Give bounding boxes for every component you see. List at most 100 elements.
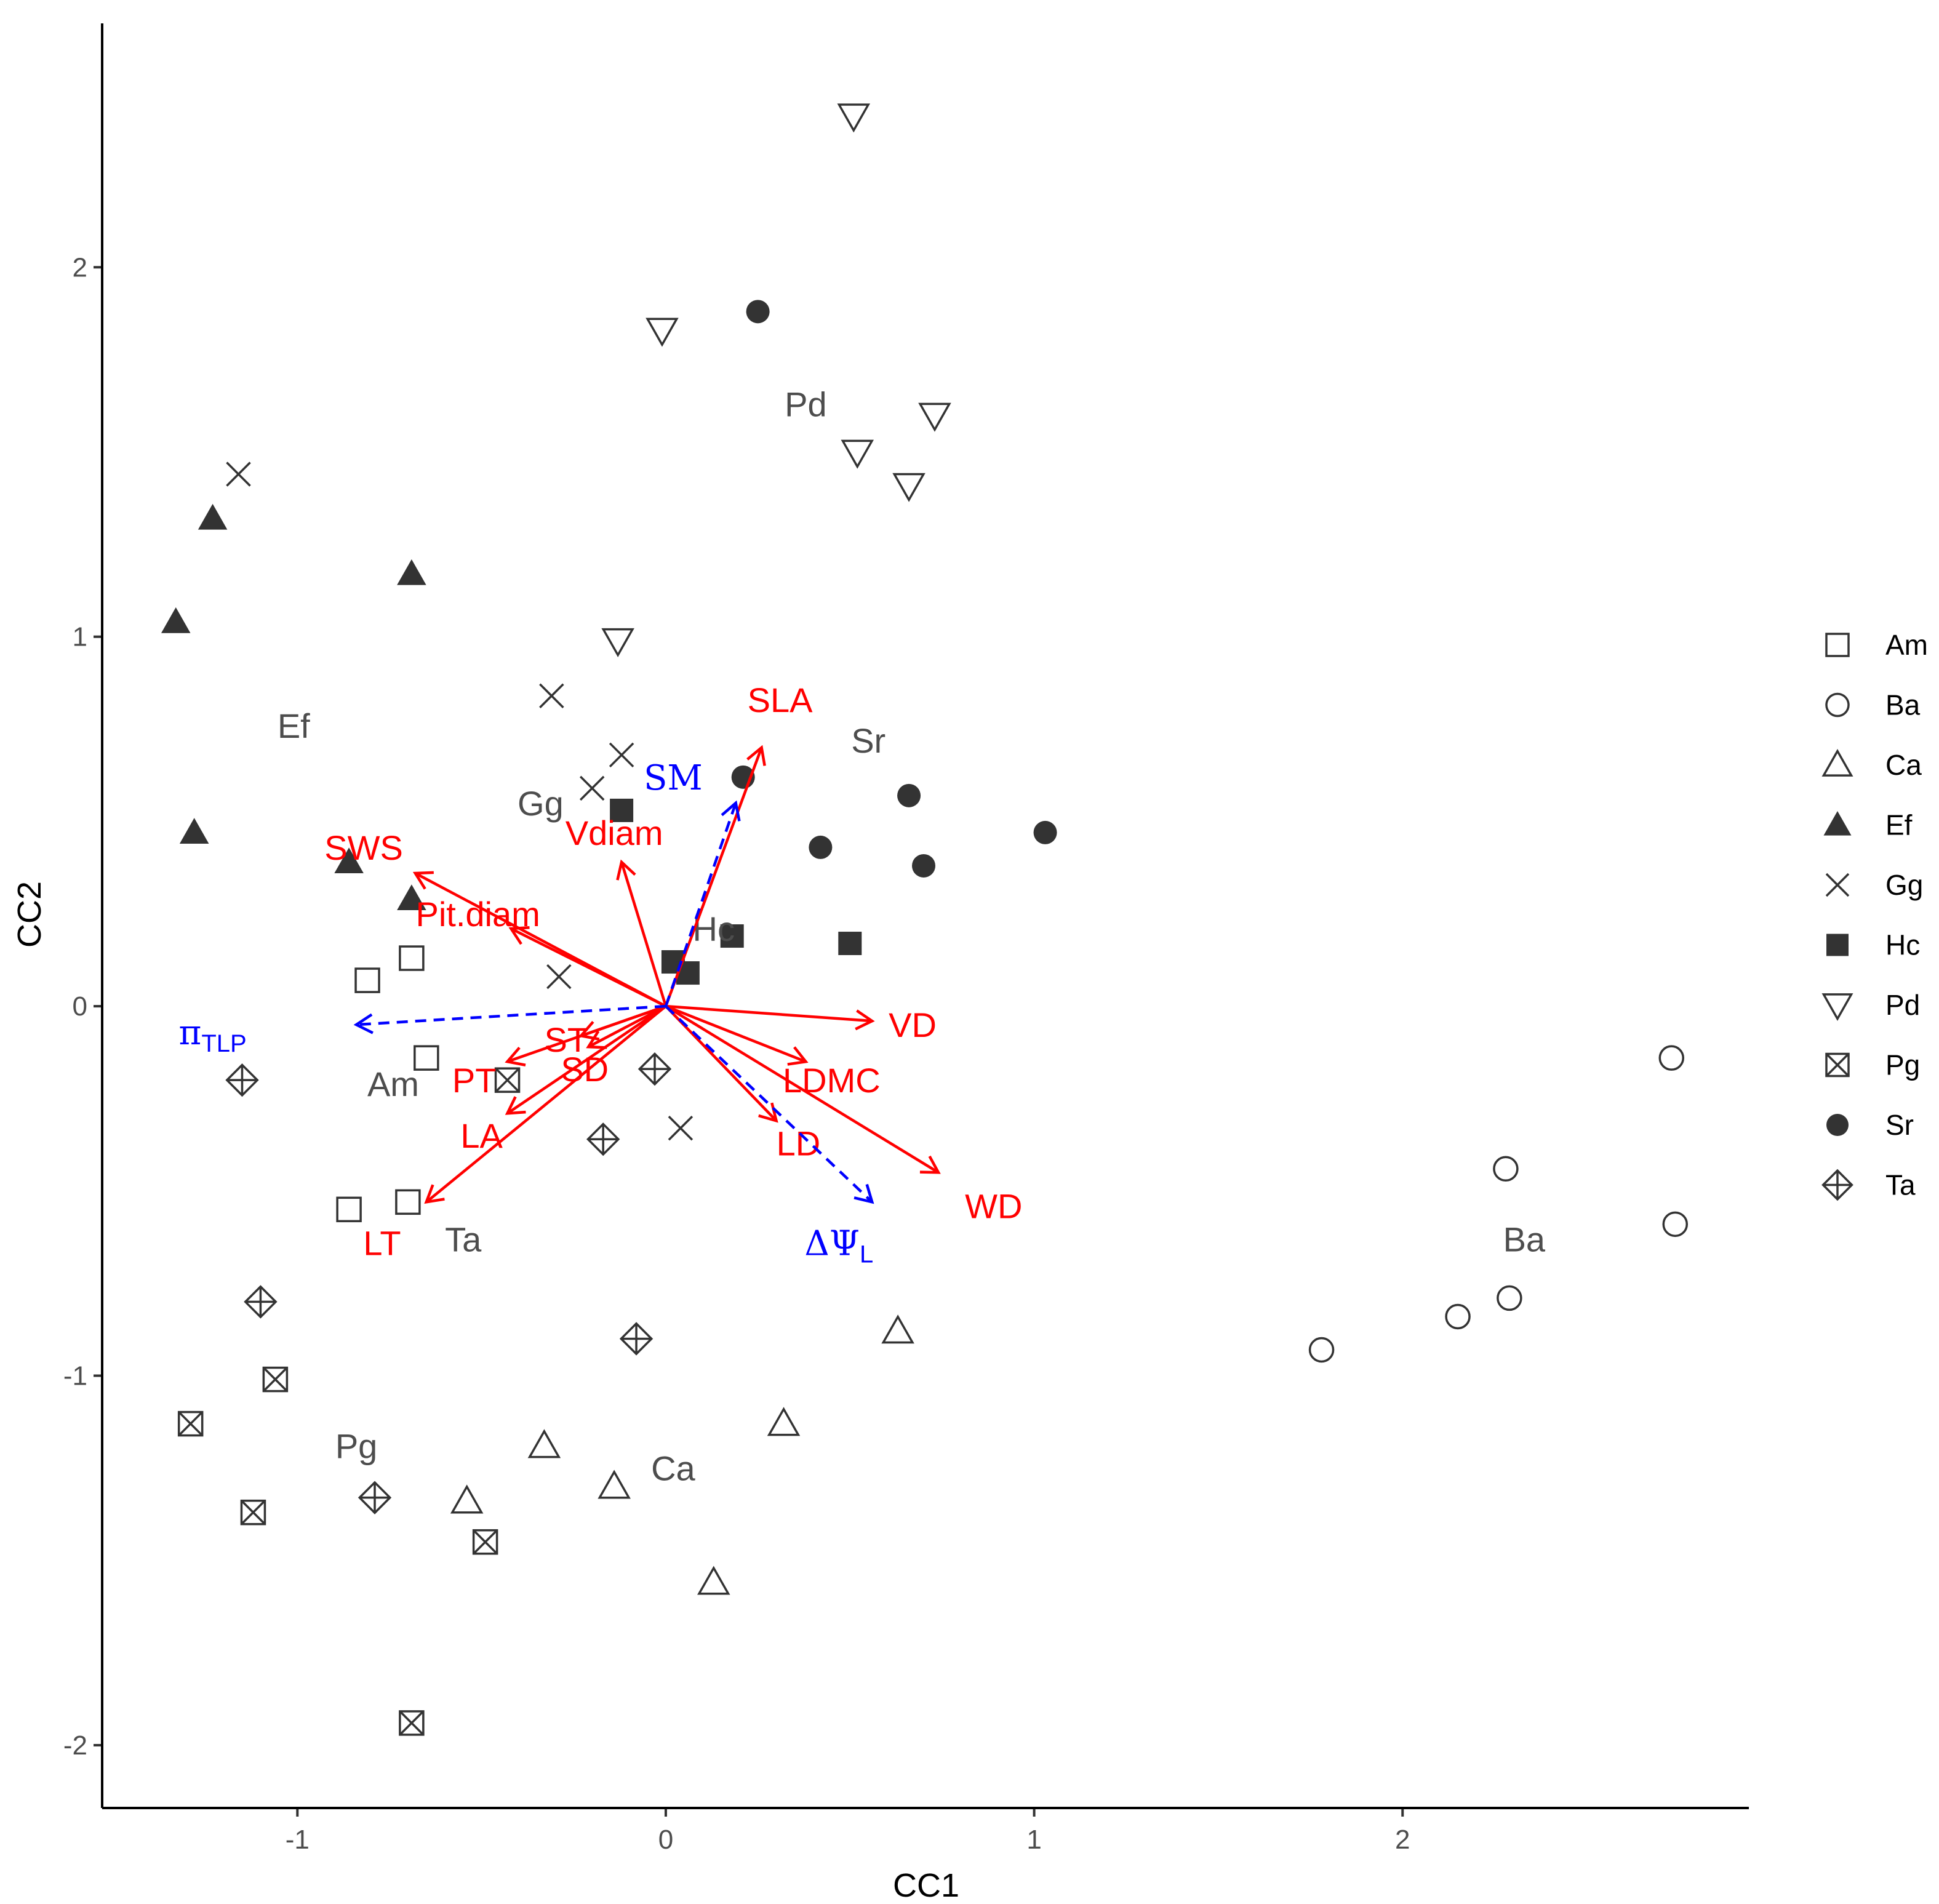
y-tick-label: 1 <box>73 622 87 652</box>
point-gg <box>226 462 251 487</box>
point-am <box>414 1045 439 1071</box>
point-am <box>399 945 425 971</box>
vector-vd-label: VD <box>889 1006 937 1044</box>
legend-key-am <box>1825 633 1850 657</box>
vector-wd-arrowhead <box>919 1155 941 1174</box>
x-tick-label: 2 <box>1395 1825 1410 1855</box>
point-sr <box>1033 820 1057 844</box>
vector-lt-arrow <box>425 1005 667 1204</box>
point-pg <box>177 1410 204 1437</box>
point-ef <box>397 559 426 585</box>
vector-sws-label: SWS <box>324 828 403 867</box>
vector-wd-label: WD <box>965 1186 1022 1225</box>
point-ef <box>161 607 191 633</box>
point-ca <box>527 1429 561 1458</box>
vector-pt-label: PT <box>452 1061 497 1100</box>
hydraulic-vector-2-arrowhead <box>353 1013 374 1034</box>
vector-pit-diam-label: Pit.diam <box>415 895 540 934</box>
point-am <box>395 1189 421 1215</box>
group-label: Am <box>367 1065 419 1103</box>
legend-key-hc <box>1826 934 1849 956</box>
point-ba <box>1658 1045 1685 1071</box>
vector-pt-arrowhead <box>505 1046 526 1066</box>
legend-label-ef: Ef <box>1885 809 1913 841</box>
hydraulic-vector-3-subscript: L <box>860 1241 873 1268</box>
legend-label-pg: Pg <box>1885 1049 1920 1081</box>
point-ca <box>450 1484 484 1514</box>
vector-vdiam-label: Vdiam <box>566 814 663 852</box>
point-ta <box>638 1052 672 1086</box>
point-pg <box>262 1366 289 1393</box>
group-label: Ca <box>651 1449 695 1488</box>
hydraulic-vector-3-arrow <box>665 1005 873 1203</box>
legend: Am Ba Ca Ef Gg Hc Pd Pg Sr Ta <box>1821 629 1928 1201</box>
point-ta <box>244 1285 278 1319</box>
legend-label-ba: Ba <box>1885 689 1921 721</box>
vector-sla-label: SLA <box>748 681 813 719</box>
point-hc <box>838 932 862 956</box>
vector-ld-label: LD <box>777 1124 821 1162</box>
vector-lt-label: LT <box>363 1223 401 1262</box>
vector-vdiam-arrowhead <box>616 859 636 881</box>
point-am <box>336 1196 362 1223</box>
vector-la-label: LA <box>460 1116 503 1155</box>
hydraulic-vector-1-arrowhead <box>721 800 741 822</box>
point-hc <box>720 924 744 948</box>
legend-label-ca: Ca <box>1885 749 1922 781</box>
point-ba <box>1308 1337 1335 1363</box>
legend-label-hc: Hc <box>1885 929 1920 961</box>
group-label: Ef <box>278 706 310 745</box>
x-tick-label: 1 <box>1026 1825 1041 1855</box>
vector-la-arrowhead <box>505 1096 526 1115</box>
x-axis-title: CC1 <box>893 1867 959 1904</box>
legend-label-ta: Ta <box>1885 1169 1916 1201</box>
hydraulic-vector-2-arrow <box>356 1004 666 1026</box>
axes <box>101 23 1749 1809</box>
point-pd <box>841 439 874 469</box>
group-label: Ba <box>1503 1220 1546 1258</box>
point-gg <box>546 964 572 990</box>
point-sr <box>809 835 833 859</box>
legend-key-pd <box>1821 993 1853 1022</box>
point-ta <box>619 1322 654 1356</box>
legend-key-gg <box>1825 873 1850 897</box>
point-ta <box>358 1481 392 1514</box>
legend-key-ef <box>1823 811 1852 836</box>
legend-key-ba <box>1825 692 1850 718</box>
point-sr <box>746 300 770 324</box>
legend-key-pg <box>1825 1052 1850 1078</box>
group-label: Pd <box>785 385 827 423</box>
point-ba <box>1493 1156 1519 1182</box>
point-pg <box>494 1067 521 1093</box>
point-ta <box>586 1122 620 1156</box>
vector-sd-arrow <box>588 1005 666 1049</box>
point-pg <box>399 1710 425 1736</box>
point-sr <box>897 783 921 807</box>
point-ef <box>198 503 228 530</box>
y-tick-label: -1 <box>63 1361 87 1391</box>
group-label: Ta <box>445 1220 482 1258</box>
y-tick-label: 0 <box>73 991 87 1022</box>
point-sr <box>912 854 936 878</box>
group-label: Pg <box>335 1427 378 1466</box>
point-gg <box>539 683 564 708</box>
point-hc <box>610 798 634 822</box>
point-pd <box>837 103 871 133</box>
point-ba <box>1445 1303 1471 1330</box>
y-axis-title: CC2 <box>11 881 48 948</box>
hydraulic-vector-2-label: πTLP <box>179 1013 247 1057</box>
vector-wd-arrow <box>665 1005 940 1174</box>
point-pd <box>646 318 679 347</box>
hydraulic-vector-1-label: SM <box>644 758 703 798</box>
point-pg <box>472 1529 498 1555</box>
legend-key-ta <box>1821 1169 1853 1201</box>
vector-vdiam-arrow <box>620 862 668 1007</box>
group-label: Gg <box>518 784 564 823</box>
x-tick-label: -1 <box>286 1825 310 1855</box>
legend-key-ca <box>1821 748 1853 777</box>
point-pd <box>918 402 951 432</box>
